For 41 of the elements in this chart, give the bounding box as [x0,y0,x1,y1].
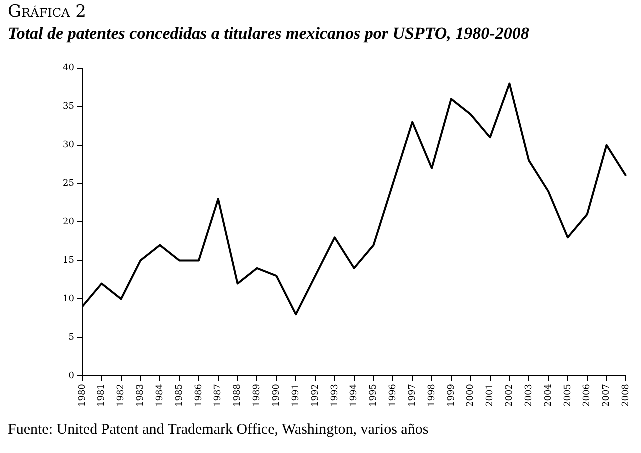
x-tick-label: 2004 [544,384,554,407]
x-tick-label: 2003 [524,384,534,407]
x-tick-label: 2007 [602,384,612,407]
x-tick-label: 1996 [388,384,399,407]
y-tick-label: 40 [63,64,75,74]
x-tick-label: 2008 [622,384,632,407]
x-tick-label: 2000 [466,384,476,407]
x-tick-label: 1985 [174,384,185,407]
chart-subtitle: Total de patentes concedidas a titulares mexicanos por USPTO, 1980-2008 [8,24,530,44]
x-tick-label: 1991 [291,384,302,407]
y-tick-label: 35 [63,102,75,112]
x-tick-label: 1989 [252,384,263,407]
x-tick-label: 1987 [214,384,224,407]
x-tick-label: 1980 [78,384,88,407]
x-tick-label: 2001 [486,384,496,407]
y-tick-label: 5 [68,332,75,343]
x-tick-label: 2006 [582,384,593,407]
source-note: Fuente: United Patent and Trademark Office, Washington, varios años [8,422,429,439]
x-tick-label: 1997 [408,384,418,407]
x-tick-label: 1992 [310,384,321,407]
x-tick-label: 1981 [97,384,108,407]
x-tick-label: 1986 [194,384,204,407]
x-tick-label: 1984 [155,384,166,407]
y-tick-label: 25 [63,179,75,190]
x-tick-label: 1988 [233,384,244,407]
y-tick-label: 20 [63,218,75,228]
x-tick-label: 1983 [136,384,146,407]
x-tick-label: 1990 [272,384,282,407]
y-tick-label: 30 [63,140,75,151]
chart-title: Gráfica 2 [8,2,86,22]
x-tick-label: 1999 [446,384,457,407]
x-tick-label: 1994 [350,384,360,407]
x-tick-label: 2005 [563,384,574,407]
y-tick-label: 10 [63,294,75,305]
y-tick-label: 15 [63,256,75,266]
x-tick-label: 1995 [369,384,380,407]
y-tick-label: 0 [68,371,75,382]
x-tick-label: 1982 [116,384,127,407]
x-tick-label: 1998 [427,384,438,407]
x-tick-label: 2002 [505,384,516,407]
x-tick-label: 1993 [330,384,340,407]
